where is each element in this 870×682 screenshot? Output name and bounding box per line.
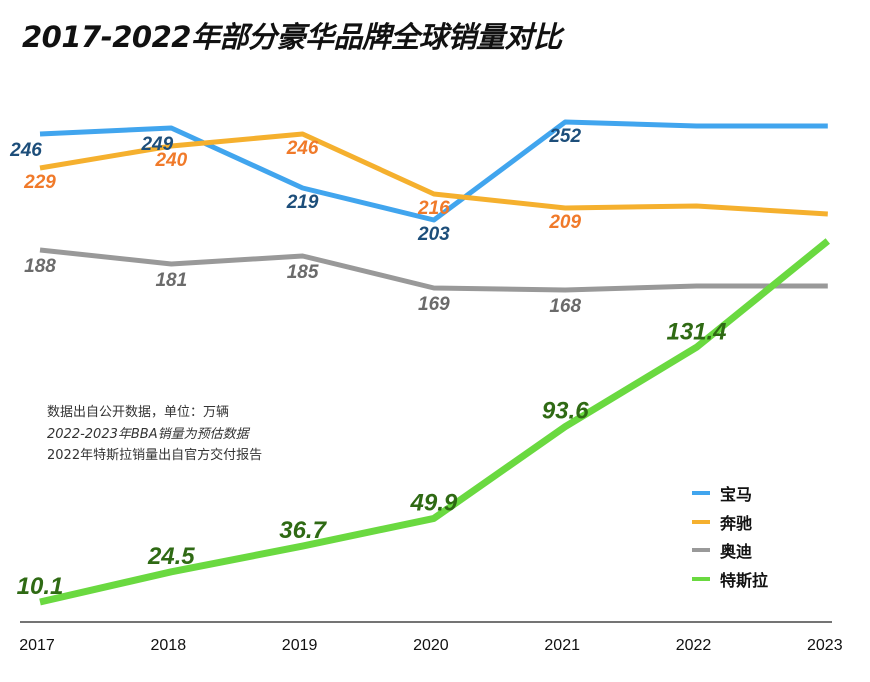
x-tick-label: 2020 bbox=[413, 637, 449, 654]
data-labels: 246 249 219 203 252 229 240 246 216 209 188 181 185 1… bbox=[9, 126, 726, 600]
data-label: 246 bbox=[286, 138, 319, 159]
data-label: 185 bbox=[287, 262, 319, 283]
data-label: 216 bbox=[417, 198, 450, 219]
data-label: 181 bbox=[155, 270, 187, 291]
legend-label: 奥迪 bbox=[720, 542, 753, 562]
legend-swatch bbox=[692, 491, 710, 496]
x-tick-label: 2023 bbox=[807, 637, 843, 654]
legend-item: 宝马 bbox=[692, 479, 768, 508]
legend-swatch bbox=[692, 519, 710, 524]
data-label: 24.5 bbox=[147, 543, 195, 570]
legend: 宝马 奔驰 奥迪 特斯拉 bbox=[692, 479, 768, 593]
data-label: 10.1 bbox=[17, 573, 64, 600]
data-label: 188 bbox=[24, 256, 56, 277]
data-label: 229 bbox=[23, 172, 56, 193]
data-label: 131.4 bbox=[666, 318, 726, 345]
x-tick-label: 2022 bbox=[676, 637, 712, 654]
series-line-奔驰 bbox=[39, 131, 828, 217]
series-line-宝马 bbox=[39, 119, 828, 223]
data-label: 93.6 bbox=[542, 398, 589, 425]
legend-item: 奥迪 bbox=[692, 536, 768, 565]
data-label: 252 bbox=[548, 126, 581, 147]
note-line: 2022-2023年BBA销量为预估数据 bbox=[47, 426, 249, 442]
data-label: 209 bbox=[548, 212, 581, 233]
data-label: 36.7 bbox=[279, 517, 327, 544]
legend-label: 奔驰 bbox=[720, 513, 753, 533]
legend-swatch bbox=[692, 576, 710, 581]
data-label: 249 bbox=[140, 134, 173, 155]
note-line: 2022年特斯拉销量出自官方交付报告 bbox=[47, 448, 263, 463]
x-axis: 2017 2018 2019 2020 2021 2022 2023 bbox=[19, 621, 843, 654]
data-label: 219 bbox=[286, 192, 319, 213]
chart-title: 2017-2022年部分豪华品牌全球销量对比 bbox=[22, 20, 562, 54]
data-label: 246 bbox=[9, 140, 42, 161]
x-tick-label: 2021 bbox=[544, 637, 580, 654]
source-notes: 数据出自公开数据，单位：万辆 2022-2023年BBA销量为预估数据 2022… bbox=[47, 402, 262, 467]
plot-area bbox=[39, 119, 831, 606]
legend-label: 特斯拉 bbox=[720, 570, 769, 590]
note-line: 数据出自公开数据，单位：万辆 bbox=[47, 405, 230, 420]
data-label: 169 bbox=[418, 294, 450, 315]
x-tick-label: 2019 bbox=[282, 637, 318, 654]
legend-swatch bbox=[692, 548, 710, 553]
data-label: 49.9 bbox=[410, 489, 458, 516]
x-tick-label: 2017 bbox=[19, 637, 55, 654]
data-label: 203 bbox=[417, 224, 450, 245]
data-label: 240 bbox=[154, 150, 187, 171]
data-label: 168 bbox=[549, 296, 581, 317]
legend-item: 奔驰 bbox=[692, 508, 768, 537]
series-line-特斯拉 bbox=[39, 238, 831, 606]
series-line-奥迪 bbox=[39, 247, 828, 293]
legend-item: 特斯拉 bbox=[692, 565, 768, 594]
x-tick-label: 2018 bbox=[151, 637, 187, 654]
legend-label: 宝马 bbox=[720, 485, 753, 505]
